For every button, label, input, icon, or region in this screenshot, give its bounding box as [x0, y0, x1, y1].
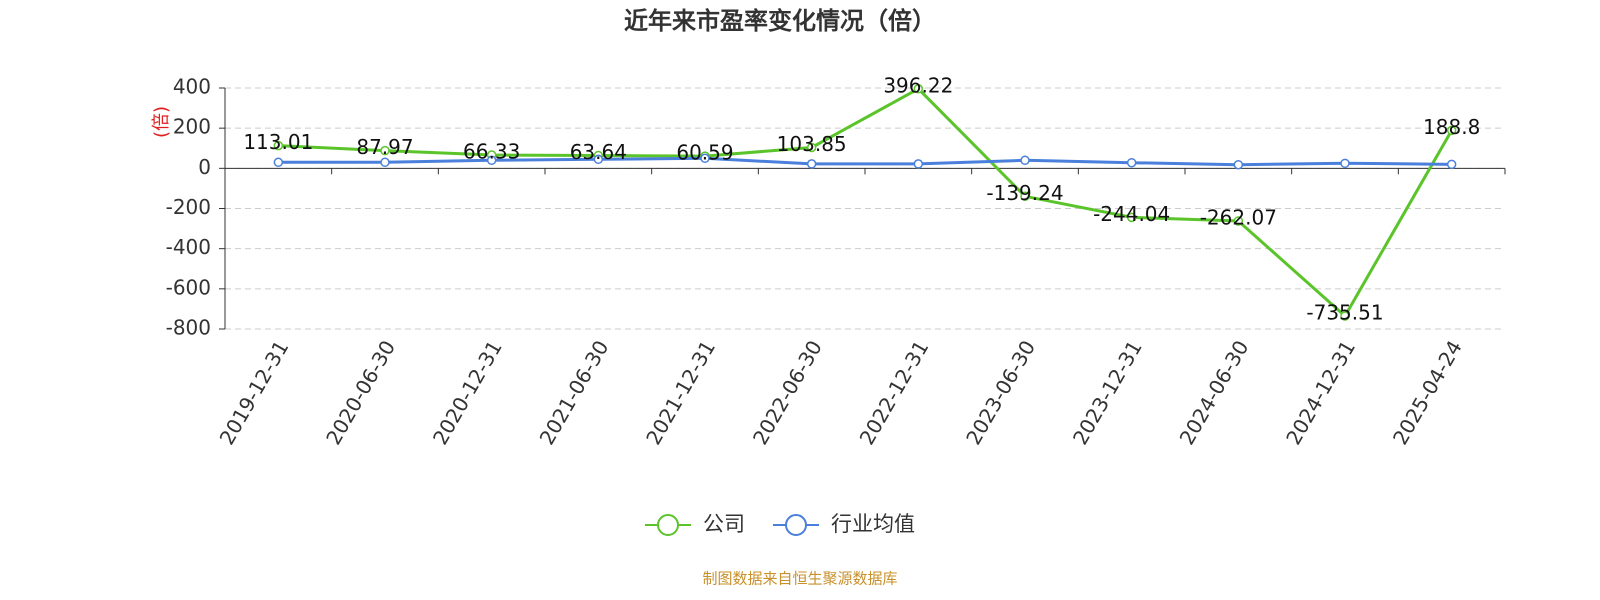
data-point — [913, 159, 924, 169]
y-tick-label: 400 — [173, 75, 211, 99]
series-line — [278, 156, 1452, 167]
legend-label: 公司 — [703, 512, 745, 536]
data-label: 103.85 — [777, 132, 847, 156]
x-tick-label: 2022-06-30 — [748, 336, 827, 449]
data-label: -735.51 — [1306, 301, 1383, 325]
data-label: 63.64 — [570, 140, 627, 164]
x-tick-label: 2024-12-31 — [1281, 336, 1360, 449]
y-tick-label: 200 — [173, 115, 211, 139]
y-tick-label: 0 — [198, 155, 211, 179]
x-tick-label: 2020-06-30 — [321, 336, 400, 449]
data-point — [1446, 159, 1457, 170]
data-label: 87.97 — [356, 135, 413, 159]
x-tick-label: 2019-12-31 — [215, 336, 294, 449]
y-tick-label: -800 — [166, 316, 211, 340]
data-point — [1340, 311, 1350, 321]
data-point — [273, 157, 284, 168]
data-point — [913, 84, 924, 94]
x-tick-label: 2024-06-30 — [1175, 336, 1254, 449]
x-tick-label: 2025-04-24 — [1388, 336, 1467, 449]
y-tick-label: -600 — [166, 275, 211, 299]
data-label: 113.01 — [243, 130, 313, 154]
data-point — [806, 159, 817, 169]
series-line — [278, 86, 1453, 319]
data-point — [1020, 191, 1030, 202]
x-tick-label: 2023-06-30 — [961, 336, 1040, 449]
data-label: -244.04 — [1093, 202, 1170, 226]
y-tick-label: -200 — [166, 195, 211, 219]
data-point — [1340, 158, 1350, 169]
data-point — [1126, 212, 1137, 223]
chart-title: 近年来市盈率变化情况（倍） — [624, 7, 936, 35]
data-label: -139.24 — [986, 181, 1063, 205]
x-tick-label: 2020-12-31 — [428, 336, 507, 449]
data-label: -262.07 — [1200, 205, 1277, 229]
x-tick-label: 2023-12-31 — [1068, 336, 1147, 449]
data-point — [1020, 155, 1030, 166]
legend-label: 行业均值 — [831, 512, 915, 536]
data-point — [1233, 159, 1244, 170]
y-tick-label: -400 — [166, 235, 211, 259]
data-point — [1446, 125, 1457, 136]
x-tick-label: 2021-06-30 — [535, 336, 614, 449]
data-point — [273, 140, 284, 151]
y-axis-label: (倍) — [151, 106, 172, 138]
data-point — [700, 153, 710, 164]
data-point — [593, 154, 604, 165]
data-point — [380, 157, 390, 168]
x-tick-label: 2022-12-31 — [855, 336, 934, 449]
legend-marker — [657, 514, 679, 536]
data-point — [1233, 216, 1244, 226]
source-note: 制图数据来自恒生聚源数据库 — [702, 570, 897, 588]
data-point — [380, 145, 390, 156]
data-point — [486, 155, 497, 166]
legend-marker — [785, 514, 807, 536]
data-label: 60.59 — [676, 141, 733, 165]
x-tick-label: 2021-12-31 — [641, 336, 720, 449]
data-label: 188.8 — [1423, 115, 1480, 139]
data-label: 396.22 — [883, 73, 953, 97]
data-label: 66.33 — [463, 140, 520, 164]
data-point — [1126, 157, 1137, 168]
data-point — [806, 142, 817, 153]
